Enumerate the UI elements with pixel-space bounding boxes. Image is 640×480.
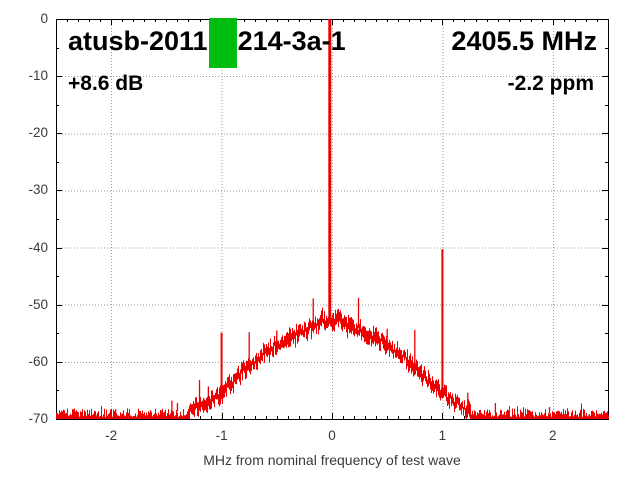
y-tick-label: -20 xyxy=(28,125,48,141)
ppm-annotation: -2.2 ppm xyxy=(507,72,594,95)
y-tick-label: -30 xyxy=(28,182,48,198)
y-tick-label: -50 xyxy=(28,296,48,312)
plot-title-right: 214-3a-1 xyxy=(237,26,346,56)
redaction-box xyxy=(208,18,237,68)
plot-title-row: atusb-2011 214-3a-1 2405.5 MHz xyxy=(68,18,597,68)
center-frequency-label: 2405.5 MHz xyxy=(451,26,597,56)
x-tick-label: 0 xyxy=(328,428,336,443)
y-tick-label: -40 xyxy=(28,239,48,255)
spectrum-trace xyxy=(56,307,609,419)
gain-annotation: +8.6 dB xyxy=(68,72,144,95)
y-tick-label: -60 xyxy=(28,353,48,369)
x-tick-label: -2 xyxy=(105,428,118,443)
x-axis-title: MHz from nominal frequency of test wave xyxy=(203,452,461,468)
y-tick-label: -10 xyxy=(28,68,48,84)
spur-lines xyxy=(114,249,551,414)
x-tick-label: -1 xyxy=(215,428,228,443)
x-tick-label: 1 xyxy=(438,428,447,443)
y-tick-label: -70 xyxy=(28,411,48,426)
y-tick-label: 0 xyxy=(40,11,48,26)
plot-title-left: atusb-2011 xyxy=(68,26,208,56)
x-tick-label: 2 xyxy=(549,428,557,443)
plot-annotations-row: +8.6 dB -2.2 ppm xyxy=(68,72,594,96)
